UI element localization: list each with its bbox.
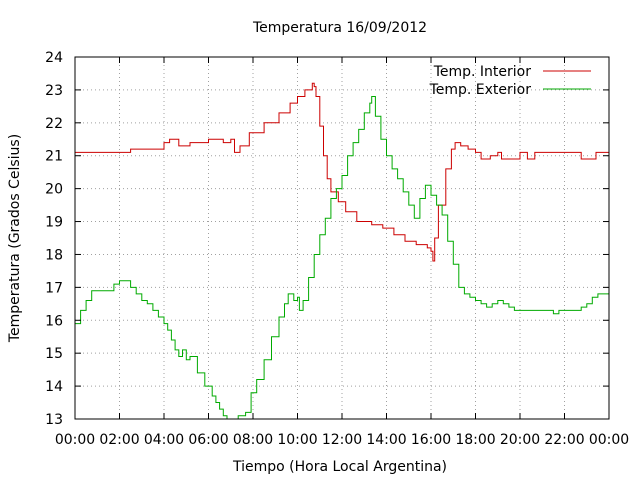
x-tick-label: 08:00 (233, 432, 273, 448)
x-tick-label: 00:00 (55, 432, 95, 448)
series-lines (75, 82, 610, 420)
series-line-2 (75, 96, 610, 420)
y-tick-label: 24 (45, 50, 63, 66)
x-tick-label: 14:00 (366, 432, 406, 448)
y-tick-label: 16 (45, 313, 63, 329)
legend: Temp. Interior Temp. Exterior (429, 64, 591, 98)
x-tick-label: 12:00 (322, 432, 362, 448)
grid (75, 57, 609, 419)
y-tick-label: 19 (45, 215, 63, 231)
y-tick-label: 13 (45, 412, 63, 428)
y-tick-label: 14 (45, 379, 63, 395)
chart-title: Temperatura 16/09/2012 (252, 20, 427, 36)
x-axis-label: Tiempo (Hora Local Argentina) (232, 459, 447, 475)
legend-label: Temp. Exterior (429, 82, 532, 98)
x-tick-label: 02:00 (99, 432, 139, 448)
axes: 00:00 02:00 04:00 06:00 08:00 10:00 12:00 14:00… (45, 50, 629, 448)
legend-label: Temp. Interior (433, 64, 532, 80)
y-tick-label: 23 (45, 83, 63, 99)
y-axis-label: Temperatura (Grados Celsius) (7, 134, 23, 343)
x-tick-label: 20:00 (500, 432, 540, 448)
x-tick-label: 00:00 (589, 432, 629, 448)
x-tick-label: 16:00 (411, 432, 451, 448)
y-tick-label: 18 (45, 247, 63, 263)
x-tick-label: 06:00 (188, 432, 228, 448)
y-tick-label: 22 (45, 116, 63, 132)
y-tick-label: 21 (45, 149, 63, 165)
series-line-1 (75, 82, 610, 262)
x-tick-label: 22:00 (544, 432, 584, 448)
x-tick-label: 10:00 (277, 432, 317, 448)
y-tick-label: 15 (45, 346, 63, 362)
x-tick-label: 04:00 (144, 432, 184, 448)
x-tick-label: 18:00 (455, 432, 495, 448)
y-tick-label: 17 (45, 280, 63, 296)
y-tick-label: 20 (45, 182, 63, 198)
